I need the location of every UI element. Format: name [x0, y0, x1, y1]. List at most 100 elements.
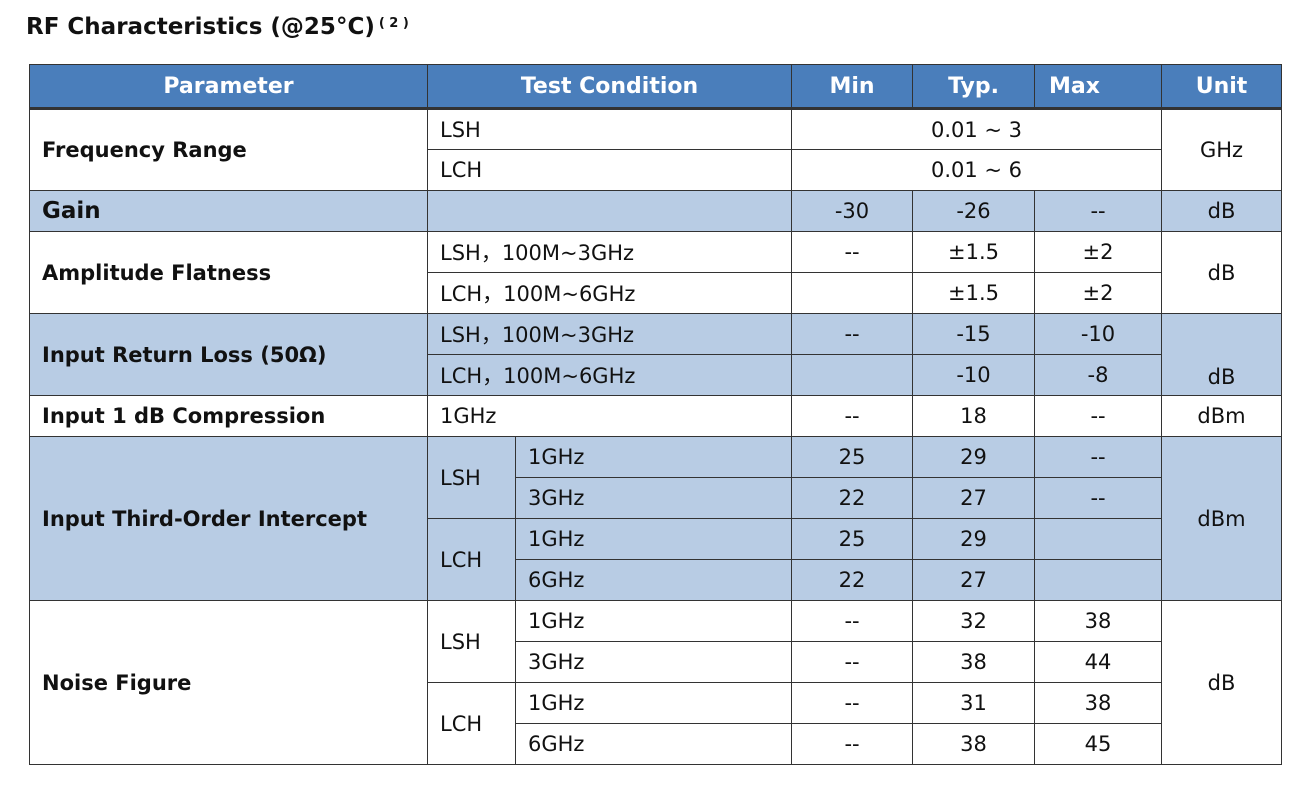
table-row: LCH 1GHz -- 31 38	[30, 682, 1282, 765]
table-title: RF Characteristics (@25°C)( 2 )	[26, 14, 409, 40]
max-cell: 45	[1034, 723, 1163, 765]
table-row: Input Third-Order Intercept LSH 1GHz 25 …	[29, 436, 1283, 601]
param-input-return-loss: Input Return Loss (50Ω)	[29, 313, 428, 396]
min-cell: --	[791, 682, 914, 724]
range-cell: 0.01 ~ 3	[791, 108, 1163, 150]
footnote-marker: ( 2 )	[378, 16, 409, 31]
unit-cell: dBm	[1161, 436, 1283, 601]
typ-cell: 27	[912, 477, 1036, 519]
table-row: Gain -30 -26 -- dB	[29, 190, 1283, 232]
min-cell: --	[791, 641, 914, 683]
unit-cell: dB	[1161, 313, 1283, 396]
mode-cell: LCH	[427, 518, 516, 601]
freq-cell: 6GHz	[514, 559, 793, 601]
min-cell: --	[791, 395, 914, 437]
mode-cell: LCH	[427, 682, 516, 765]
typ-cell: 31	[912, 682, 1036, 724]
min-cell: --	[791, 313, 914, 355]
min-cell: --	[791, 600, 914, 642]
freq-cell: 3GHz	[514, 477, 793, 519]
mode-cell: LSH	[427, 600, 516, 683]
min-cell	[791, 354, 914, 396]
typ-cell: -10	[912, 354, 1036, 396]
header-min: Min	[791, 64, 914, 110]
table-row: Input 1 dB Compression 1GHz -- 18 -- dBm	[29, 395, 1283, 437]
max-cell: ±2	[1034, 231, 1163, 273]
typ-cell: 18	[912, 395, 1036, 437]
max-cell: 44	[1034, 641, 1163, 683]
min-cell: -30	[791, 190, 914, 232]
max-cell: 38	[1034, 600, 1163, 642]
cond-cell	[426, 190, 793, 232]
freq-cell: 6GHz	[514, 723, 793, 765]
freq-cell: 1GHz	[514, 682, 793, 724]
freq-cell: 3GHz	[514, 641, 793, 683]
typ-cell: ±1.5	[912, 272, 1036, 314]
max-cell: ±2	[1034, 272, 1163, 314]
max-cell: --	[1034, 190, 1163, 232]
param-amplitude-flatness: Amplitude Flatness	[29, 231, 428, 314]
cond-cell: 1GHz	[426, 395, 793, 437]
range-cell: 0.01 ~ 6	[791, 149, 1163, 191]
max-cell	[1034, 559, 1163, 601]
unit-cell: dB	[1161, 190, 1283, 232]
unit-cell: dB	[1161, 231, 1283, 314]
min-cell: --	[791, 231, 914, 273]
table-row: LCH 0.01 ~ 6	[30, 149, 1282, 191]
max-cell: -10	[1034, 313, 1163, 355]
table-row: Frequency Range LSH 0.01 ~ 3 GHz	[29, 108, 1283, 191]
param-frequency-range: Frequency Range	[29, 108, 428, 191]
table-row: 3GHz 22 27 --	[30, 477, 1282, 519]
table-row: 6GHz -- 38 45	[30, 723, 1282, 765]
min-cell: 22	[791, 477, 914, 519]
freq-cell: 1GHz	[514, 600, 793, 642]
header-row: Parameter Test Condition Min Typ. Max Un…	[29, 64, 1283, 110]
table-row: 6GHz 22 27	[30, 559, 1282, 601]
table-title-text: RF Characteristics (@25°C)	[26, 14, 375, 40]
typ-cell: 29	[912, 518, 1036, 560]
typ-cell: ±1.5	[912, 231, 1036, 273]
cond-cell: LSH，100M~3GHz	[426, 313, 793, 355]
cond-cell: LSH，100M~3GHz	[426, 231, 793, 273]
typ-cell: 27	[912, 559, 1036, 601]
header-unit: Unit	[1161, 64, 1283, 110]
unit-cell: dB	[1161, 600, 1283, 765]
header-typ: Typ.	[912, 64, 1036, 110]
typ-cell: 38	[912, 723, 1036, 765]
unit-cell: dBm	[1161, 395, 1283, 437]
param-input-1db-compression: Input 1 dB Compression	[29, 395, 428, 437]
max-cell: 38	[1034, 682, 1163, 724]
mode-cell: LSH	[427, 436, 516, 519]
table-row: LCH 1GHz 25 29	[30, 518, 1282, 601]
table-row: Noise Figure LSH 1GHz -- 32 38 dB	[29, 600, 1283, 765]
cond-cell: LCH，100M~6GHz	[426, 354, 793, 396]
freq-cell: 1GHz	[514, 436, 793, 478]
unit-cell: GHz	[1161, 108, 1283, 191]
max-cell	[1034, 518, 1163, 560]
cond-cell: LSH	[426, 108, 793, 150]
header-test-condition: Test Condition	[426, 64, 793, 110]
max-cell: --	[1034, 395, 1163, 437]
header-parameter: Parameter	[29, 64, 428, 110]
typ-cell: -15	[912, 313, 1036, 355]
param-gain: Gain	[29, 190, 428, 232]
typ-cell: 29	[912, 436, 1036, 478]
freq-cell: 1GHz	[514, 518, 793, 560]
min-cell: 25	[791, 518, 914, 560]
max-cell: -8	[1034, 354, 1163, 396]
min-cell: 25	[791, 436, 914, 478]
typ-cell: 38	[912, 641, 1036, 683]
max-cell: --	[1034, 477, 1163, 519]
min-cell	[791, 272, 914, 314]
header-max: Max	[1034, 64, 1163, 110]
typ-cell: 32	[912, 600, 1036, 642]
param-input-third-order-intercept: Input Third-Order Intercept	[29, 436, 428, 601]
min-cell: --	[791, 723, 914, 765]
param-noise-figure: Noise Figure	[29, 600, 428, 765]
cond-cell: LCH，100M~6GHz	[426, 272, 793, 314]
rf-characteristics-table: Parameter Test Condition Min Typ. Max Un…	[29, 64, 1283, 765]
min-cell: 22	[791, 559, 914, 601]
typ-cell: -26	[912, 190, 1036, 232]
max-cell: --	[1034, 436, 1163, 478]
table-row: Input Return Loss (50Ω) LSH，100M~3GHz --…	[29, 313, 1283, 396]
